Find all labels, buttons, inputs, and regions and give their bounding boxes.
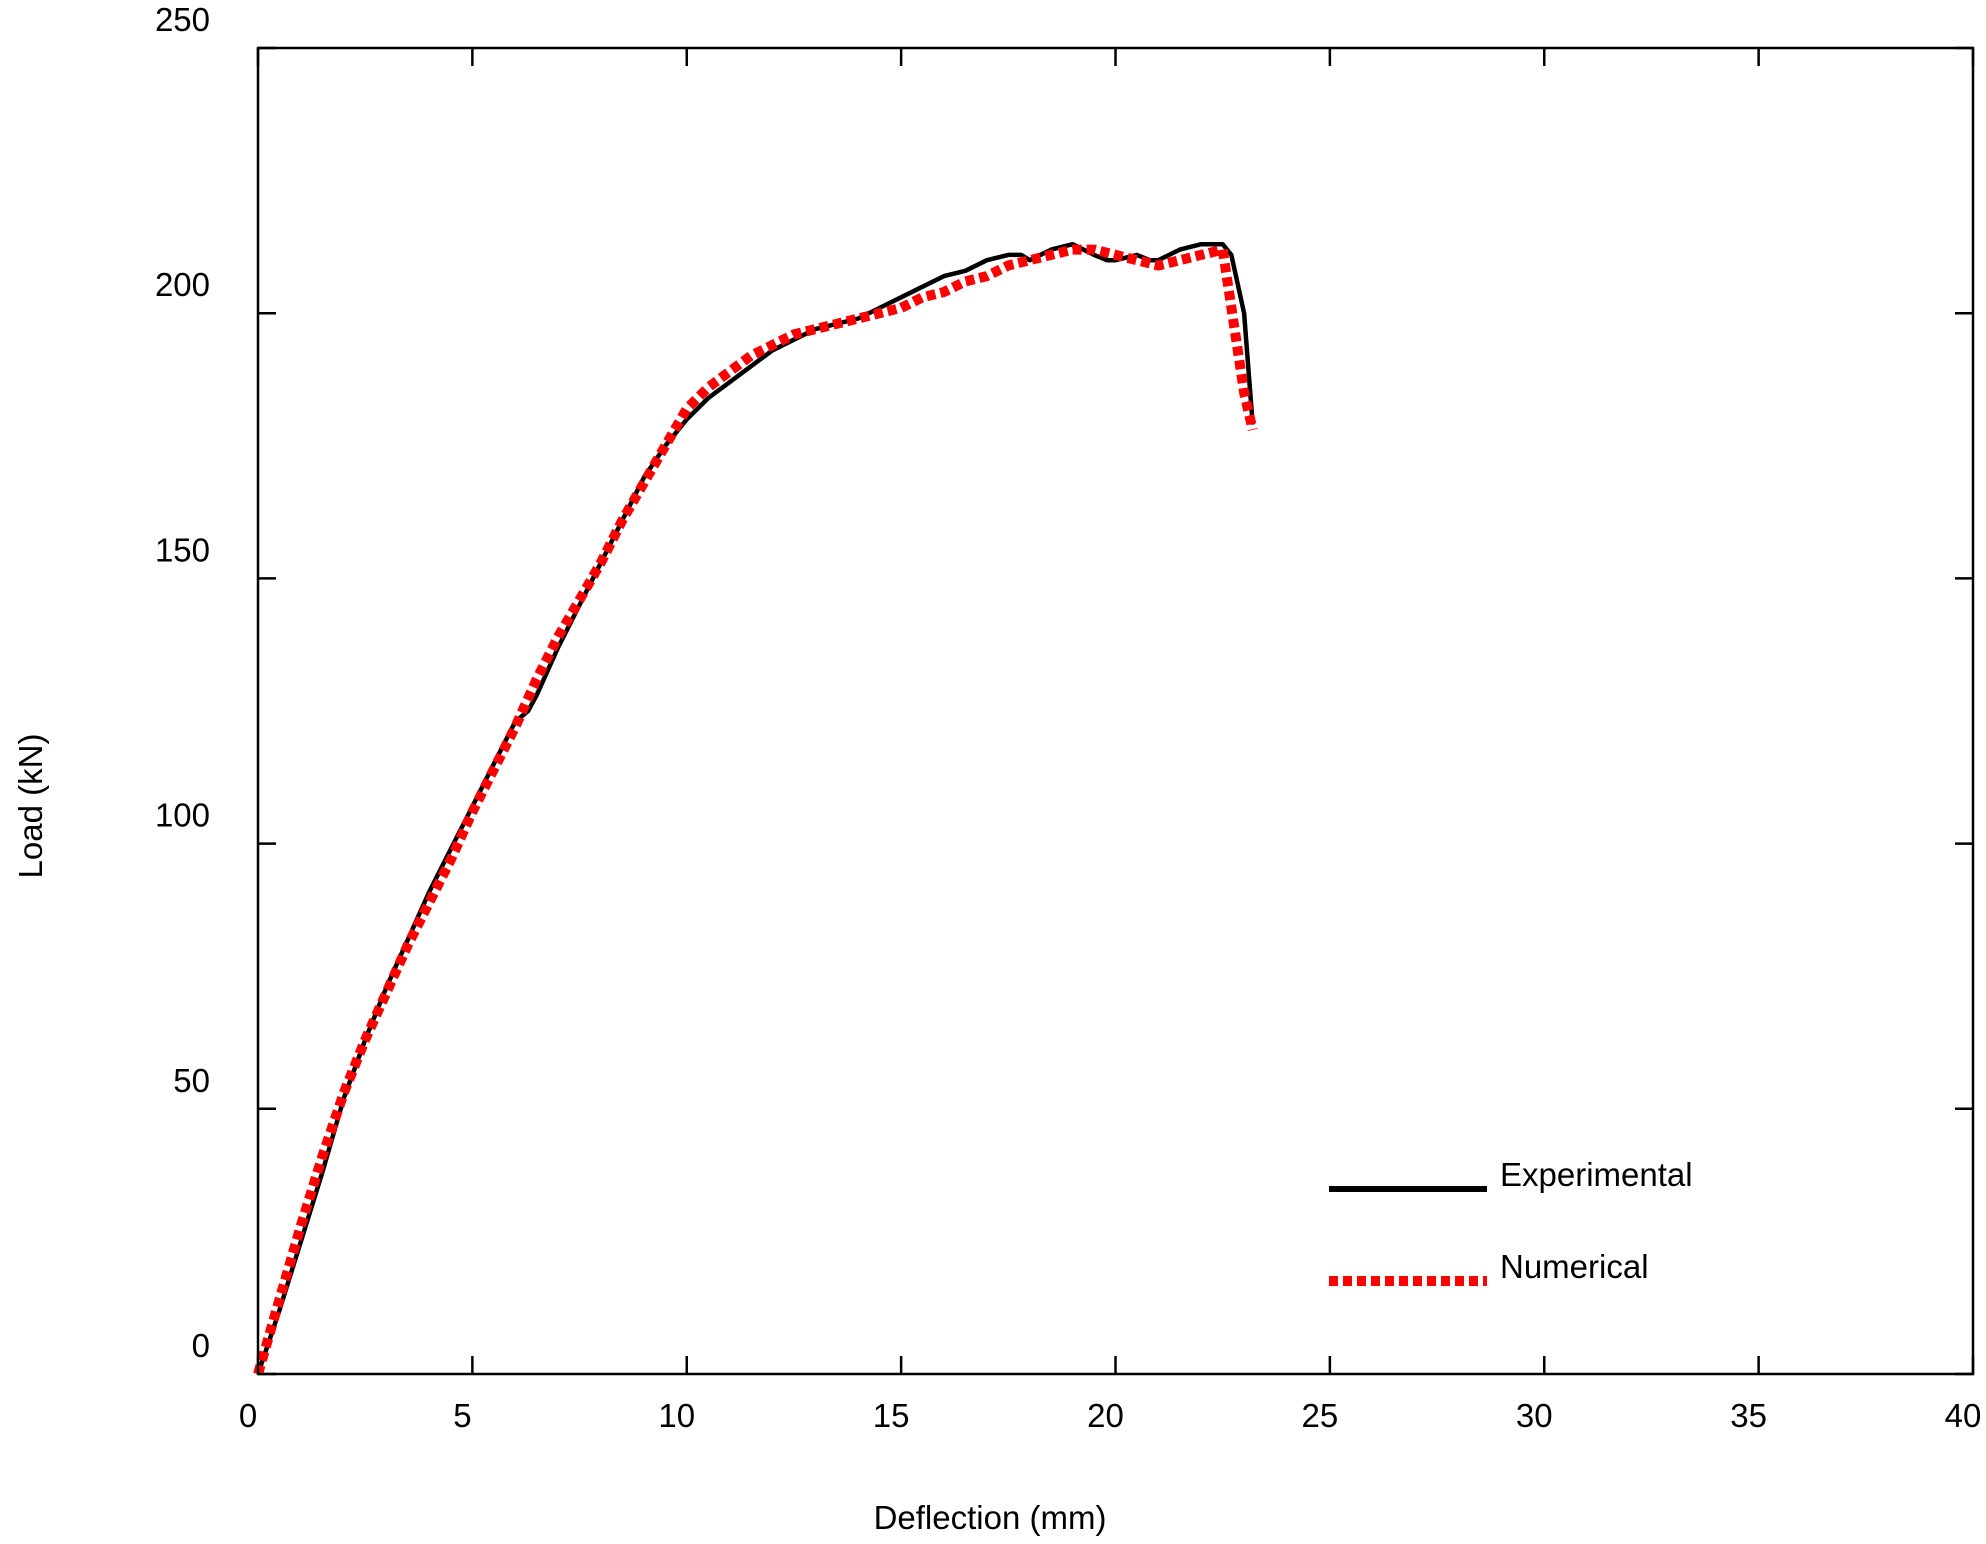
x-tick-label: 10 <box>658 1397 695 1434</box>
plot-frame <box>256 46 1975 1376</box>
x-tick-label: 20 <box>1087 1397 1124 1434</box>
x-tick-label: 35 <box>1730 1397 1767 1434</box>
x-axis-label: Deflection (mm) <box>874 1499 1107 1536</box>
x-tick-label: 25 <box>1302 1397 1339 1434</box>
y-tick-label: 50 <box>173 1062 210 1099</box>
y-tick-label: 250 <box>155 1 210 38</box>
legend-label-experimental: Experimental <box>1500 1156 1693 1193</box>
series-line-numerical <box>253 244 1258 1376</box>
y-tick-label: 100 <box>155 797 210 834</box>
y-tick-label: 200 <box>155 266 210 303</box>
x-tick-label: 40 <box>1945 1397 1982 1434</box>
legend: Experimental Numerical <box>1329 1156 1693 1286</box>
axis-ticks <box>256 46 1975 1376</box>
x-tick-label: 30 <box>1516 1397 1553 1434</box>
x-tick-label: 5 <box>453 1397 471 1434</box>
axis-tick-labels: 0 5 10 15 20 25 30 35 40 0 50 100 150 200 250 <box>155 1 1981 1434</box>
y-axis-label: Load (kN) <box>12 734 49 879</box>
legend-label-numerical: Numerical <box>1500 1248 1649 1285</box>
x-tick-label: 15 <box>873 1397 910 1434</box>
x-tick-label: 0 <box>239 1397 257 1434</box>
series-line-experimental <box>255 241 1255 1375</box>
y-tick-label: 0 <box>192 1327 210 1364</box>
series-group <box>253 241 1258 1376</box>
y-tick-label: 150 <box>155 531 210 568</box>
